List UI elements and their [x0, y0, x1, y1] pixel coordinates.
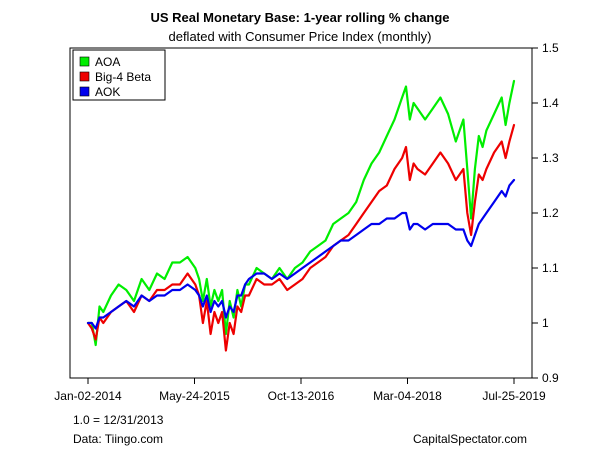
x-tick-label: Jan-02-2014: [54, 389, 122, 403]
series-lines: [86, 79, 516, 352]
y-tick-label: 1.2: [542, 206, 559, 220]
x-tick-label: May-24-2015: [159, 389, 230, 403]
x-tick-label: Jul-25-2019: [482, 389, 546, 403]
source-note: Data: Tiingo.com: [73, 432, 163, 446]
legend-label: AOK: [95, 85, 120, 99]
legend-swatch: [79, 86, 90, 97]
series-line-aoa: [86, 79, 516, 347]
credit-note: CapitalSpectator.com: [413, 432, 527, 446]
y-tick-label: 1: [542, 316, 549, 330]
x-tick-label: Oct-13-2016: [268, 389, 335, 403]
legend-swatch: [79, 56, 90, 67]
y-tick-label: 1.5: [542, 41, 559, 55]
y-tick-label: 1.1: [542, 261, 559, 275]
y-tick-label: 0.9: [542, 371, 559, 385]
y-tick-label: 1.4: [542, 96, 559, 110]
chart-subtitle: deflated with Consumer Price Index (mont…: [168, 29, 431, 44]
series-line-big-4-beta: [86, 123, 516, 352]
legend-swatch: [79, 71, 90, 82]
base-note: 1.0 = 12/31/2013: [73, 413, 164, 427]
legend-label: Big-4 Beta: [95, 70, 151, 84]
x-axis: Jan-02-2014 May-24-2015 Oct-13-2016 Mar-04-…: [54, 378, 546, 403]
x-tick-label: Mar-04-2018: [373, 389, 442, 403]
legend-label: AOA: [95, 55, 120, 69]
y-axis: 0.9 1 1.1 1.2 1.3 1.4 1.5: [532, 41, 559, 385]
y-tick-label: 1.3: [542, 151, 559, 165]
chart-title: US Real Monetary Base: 1-year rolling % …: [150, 10, 449, 25]
series-line-aok: [86, 178, 516, 330]
